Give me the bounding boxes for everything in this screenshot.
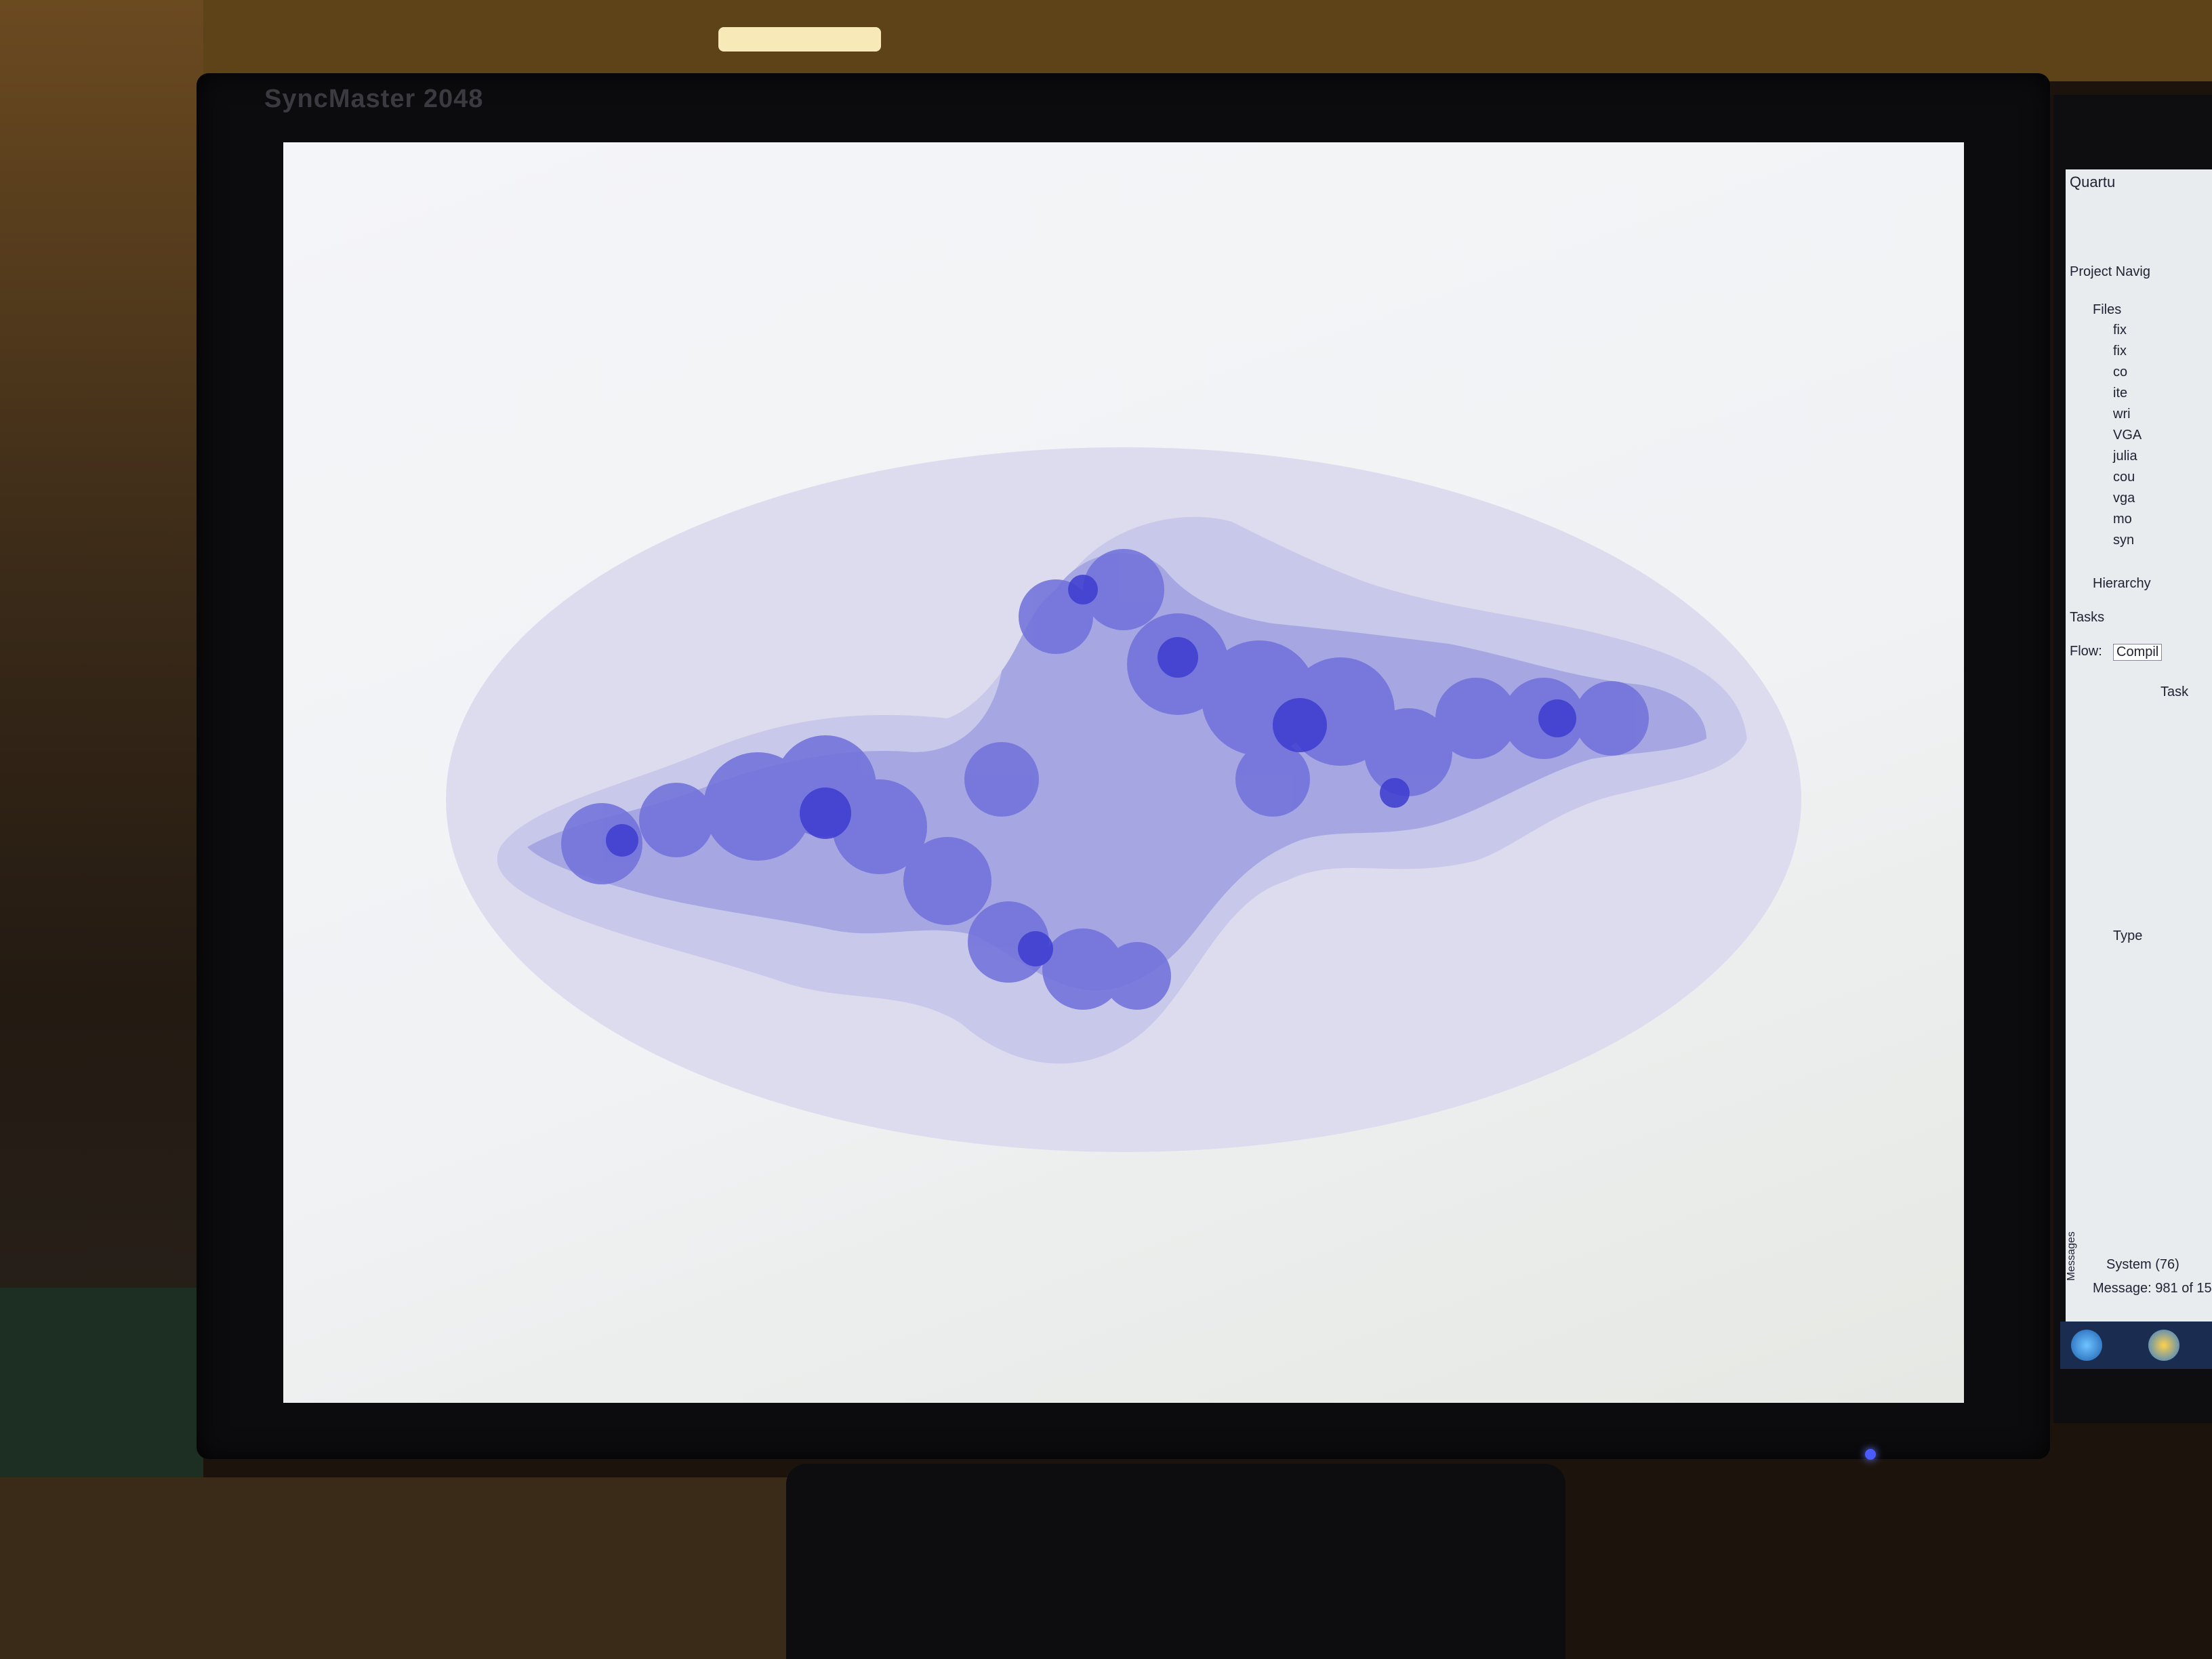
type-column-header[interactable]: Type: [2113, 928, 2143, 943]
message-status: Message: 981 of 15: [2093, 1281, 2212, 1296]
task-column-header[interactable]: Task: [2160, 684, 2189, 699]
monitor-screen: [283, 142, 1964, 1403]
file-list-item[interactable]: cou: [2113, 470, 2135, 485]
flow-select[interactable]: Compil: [2113, 644, 2163, 661]
file-list-item[interactable]: VGA: [2113, 428, 2142, 443]
file-list-item[interactable]: co: [2113, 365, 2128, 380]
file-list-item[interactable]: ite: [2113, 386, 2128, 401]
fractal-inner-core: [606, 575, 1576, 966]
power-led: [1865, 1449, 1876, 1460]
window-title: Quartu: [2070, 173, 2116, 190]
file-list-item[interactable]: syn: [2113, 533, 2135, 548]
desk: [0, 1477, 813, 1659]
monitor-brand-label: SyncMaster 2048: [264, 85, 484, 113]
monitor-stand: [786, 1464, 1565, 1659]
file-list-item[interactable]: wri: [2113, 407, 2131, 422]
system-tab[interactable]: System (76): [2106, 1257, 2179, 1272]
file-list-item[interactable]: vga: [2113, 491, 2135, 506]
ceiling: [0, 0, 2212, 81]
fractal-core-clusters: [561, 549, 1649, 1010]
files-header[interactable]: Files: [2093, 302, 2122, 317]
ceiling-light: [718, 27, 881, 52]
quartus-window: Quartu Project Navig Files fix fix co ite wr…: [2066, 169, 2212, 1328]
messages-label: Messages: [2066, 1231, 2077, 1281]
project-navigator-label: Project Navig: [2070, 264, 2150, 279]
internet-explorer-icon[interactable]: [2148, 1330, 2179, 1361]
tasks-label: Tasks: [2070, 610, 2105, 625]
windows-taskbar: [2060, 1322, 2212, 1369]
flow-label: Flow:: [2070, 644, 2102, 659]
hierarchy-tab[interactable]: Hierarchy: [2093, 576, 2151, 591]
start-button-icon[interactable]: [2071, 1330, 2102, 1361]
file-list-item[interactable]: mo: [2113, 512, 2132, 527]
fractal-level-3: [527, 553, 1706, 991]
file-list-item[interactable]: julia: [2113, 449, 2137, 464]
file-list-item[interactable]: fix: [2113, 323, 2127, 337]
julia-set-fractal: [446, 447, 1801, 1152]
file-list-item[interactable]: fix: [2113, 344, 2127, 359]
